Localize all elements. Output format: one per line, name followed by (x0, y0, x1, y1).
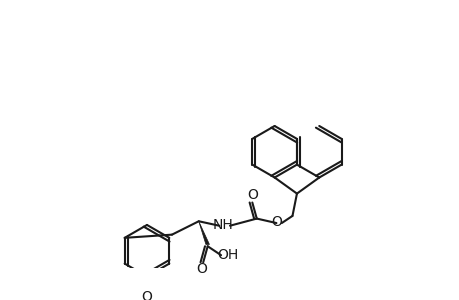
Text: NH: NH (212, 218, 233, 232)
Text: O: O (196, 262, 207, 277)
Text: O: O (141, 290, 152, 300)
Text: OH: OH (217, 248, 238, 262)
Polygon shape (198, 221, 209, 244)
Text: O: O (246, 188, 257, 203)
Text: O: O (270, 215, 281, 229)
